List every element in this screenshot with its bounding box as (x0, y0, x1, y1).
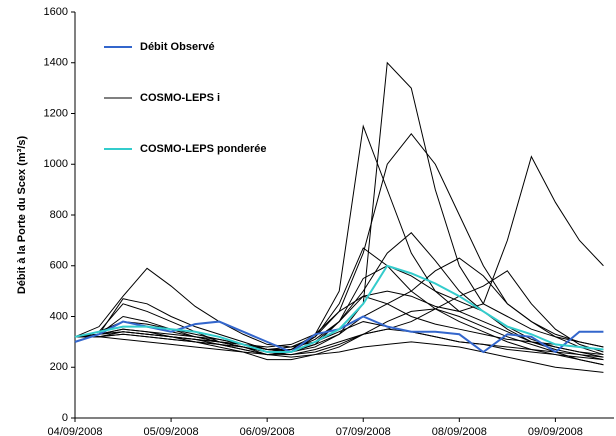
series-line (74, 232, 604, 361)
y-tick-label: 1200 (44, 107, 68, 119)
y-tick-label: 1000 (44, 158, 68, 170)
x-tick-label: 04/09/2008 12:00 (47, 426, 103, 436)
series-line (74, 124, 604, 358)
series-line (74, 257, 604, 356)
series-line (74, 247, 604, 366)
legend-label: COSMO-LEPS i (140, 92, 220, 104)
legend-label: COSMO-LEPS ponderée (140, 143, 267, 155)
y-axis-title: Débit à la Porte du Scex (m³/s) (16, 136, 28, 295)
series-line (75, 328, 604, 358)
series-line (74, 264, 604, 354)
x-tick-label: 05/09/2008 12:00 (143, 426, 199, 436)
series-line (74, 132, 604, 350)
x-tick-label: 07/09/2008 12:00 (335, 426, 391, 436)
series-line (74, 265, 604, 356)
y-tick-label: 400 (50, 310, 68, 322)
legend-label: Débit Observé (140, 41, 215, 53)
x-tick-label: 08/09/2008 12:00 (431, 426, 487, 436)
y-tick-label: 0 (62, 412, 68, 424)
series-line (75, 295, 604, 350)
x-tick-label: 09/09/2008 12:00 (527, 426, 583, 436)
y-tick-label: 200 (50, 361, 68, 373)
series-line (74, 267, 604, 361)
series-line (75, 336, 604, 373)
y-tick-label: 600 (50, 260, 68, 272)
series-line (74, 61, 604, 353)
y-tick-label: 1600 (44, 6, 68, 18)
x-tick-label: 06/09/2008 12:00 (239, 426, 295, 436)
y-tick-label: 800 (50, 209, 68, 221)
y-tick-label: 1400 (44, 57, 68, 69)
